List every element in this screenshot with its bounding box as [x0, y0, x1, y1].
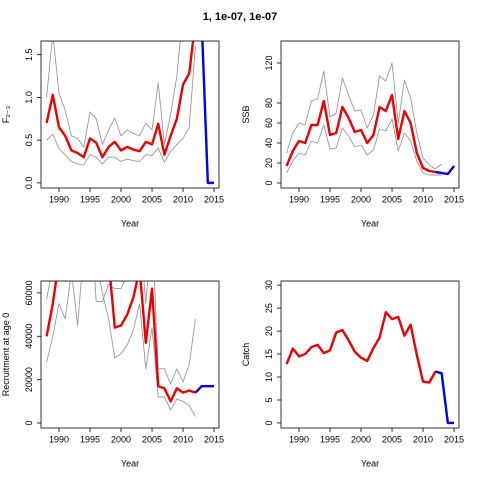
y-axis-label: Catch [241, 343, 251, 367]
plot-area [285, 62, 455, 176]
x-tick-label: 1990 [289, 194, 309, 204]
plot-area [45, 41, 215, 185]
series-line [45, 281, 196, 403]
y-axis-label: F₂₋₃ [1, 105, 11, 123]
y-tick-label: 15 [264, 349, 274, 359]
y-axis-label: Recruitment at age 0 [1, 313, 11, 397]
x-tick-label: 1995 [80, 434, 100, 444]
y-axis-label: SSB [241, 105, 251, 123]
x-tick-label: 2005 [382, 434, 402, 444]
panel: 0 20 40 60 80 120 1990 1995 2000 2005 2010 2015 Year… [241, 40, 464, 228]
plot-area [45, 281, 215, 417]
series-line [286, 62, 442, 170]
x-tick-label: 2000 [111, 194, 131, 204]
y-tick-label: 10 [264, 372, 274, 382]
y-tick-label: 1.5 [24, 48, 34, 61]
x-tick-label: 2015 [444, 434, 464, 444]
y-tick-label: 20 [264, 158, 274, 168]
x-tick-label: 2015 [204, 194, 224, 204]
y-tick-label: 40000 [24, 324, 34, 349]
plot-frame [40, 280, 220, 429]
plot-frame [40, 40, 220, 189]
y-tick-label: 120 [264, 55, 274, 70]
panel: 0 5 10 15 20 25 30 1990 1995 2000 2005 2010 2015 Year… [241, 280, 464, 468]
x-tick-label: 2010 [173, 194, 193, 204]
series-line [286, 118, 442, 176]
y-tick-label: 60000 [24, 280, 34, 305]
x-tick-label: 2000 [351, 434, 371, 444]
y-tick-label: 5 [264, 397, 274, 402]
panel: 0 20000 40000 60000 1990 1995 2000 2005 2010 2015… [1, 280, 224, 468]
series-line [285, 311, 437, 384]
x-tick-label: 1995 [80, 194, 100, 204]
series-line [46, 41, 181, 148]
y-tick-label: 40 [264, 138, 274, 148]
series-line [285, 93, 442, 175]
series-line [45, 41, 195, 159]
x-tick-label: 2000 [351, 194, 371, 204]
x-tick-label: 2005 [142, 434, 162, 444]
x-tick-label: 1990 [289, 434, 309, 444]
y-tick-label: 20000 [24, 367, 34, 392]
x-tick-label: 2010 [413, 194, 433, 204]
y-tick-label: 60 [264, 118, 274, 128]
x-tick-label: 2005 [382, 194, 402, 204]
x-tick-label: 2010 [413, 434, 433, 444]
plot-frame [280, 40, 460, 189]
y-tick-label: 0 [24, 421, 34, 426]
series-line [46, 281, 196, 385]
x-tick-label: 2010 [173, 434, 193, 444]
plot-frame [280, 280, 460, 429]
x-tick-label: 2015 [204, 434, 224, 444]
x-tick-label: 2015 [444, 194, 464, 204]
x-tick-label: 2000 [111, 434, 131, 444]
figure-title: 1, 1e-07, 1e-07 [203, 11, 278, 23]
x-tick-label: 1990 [49, 434, 69, 444]
y-tick-label: 0 [264, 180, 274, 185]
x-tick-label: 2005 [142, 194, 162, 204]
x-tick-label: 1990 [49, 194, 69, 204]
series-line [201, 41, 215, 185]
series-line [46, 46, 196, 166]
series-line [46, 281, 196, 417]
y-tick-label: 80 [264, 98, 274, 108]
x-axis-label: Year [361, 218, 379, 228]
y-tick-label: 25 [264, 303, 274, 313]
x-tick-label: 1995 [320, 194, 340, 204]
x-axis-label: Year [361, 458, 379, 468]
x-tick-label: 1995 [320, 434, 340, 444]
series-line [194, 384, 215, 394]
y-tick-label: 1.0 [24, 91, 34, 104]
plot-area [285, 311, 455, 425]
y-tick-label: 0.0 [24, 177, 34, 190]
y-tick-label: 0.5 [24, 134, 34, 147]
y-tick-label: 0 [264, 420, 274, 425]
x-axis-label: Year [121, 458, 139, 468]
series-line [435, 370, 455, 425]
y-tick-label: 20 [264, 326, 274, 336]
x-axis-label: Year [121, 218, 139, 228]
panel: 0.0 0.5 1.0 1.5 1990 1995 2000 2005 2010 2015 Year… [1, 40, 224, 228]
series-line [435, 165, 455, 176]
y-tick-label: 30 [264, 280, 274, 290]
